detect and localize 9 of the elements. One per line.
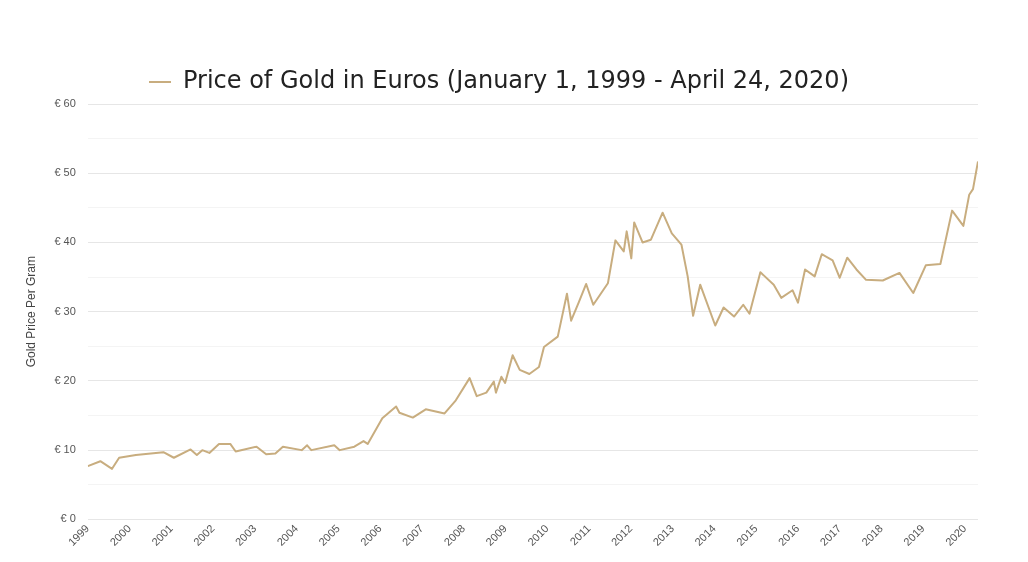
y-axis-title: Gold Price Per Gram — [23, 255, 38, 368]
y-tick-label: € 20 — [54, 373, 76, 386]
y-tick-label: € 60 — [54, 97, 76, 110]
y-tick-label: € 0 — [60, 512, 76, 525]
legend-label: Price of Gold in Euros (January 1, 1999 - April 24, 2020) — [182, 66, 850, 95]
y-tick-label: € 40 — [54, 235, 76, 248]
y-tick-label: € 30 — [54, 304, 76, 317]
y-tick-label: € 50 — [54, 166, 76, 179]
y-tick-label: € 10 — [54, 443, 76, 456]
